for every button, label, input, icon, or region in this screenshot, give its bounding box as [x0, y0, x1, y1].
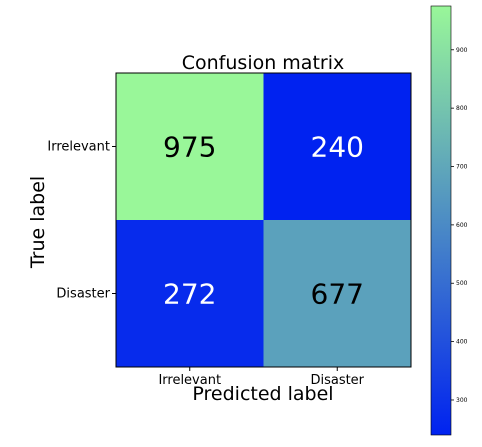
colorbar-ticks: 300 400 500 600 700 800 900 — [451, 47, 468, 404]
x-tick-label: Disaster — [310, 373, 364, 388]
cell-value-label: 272 — [163, 278, 216, 311]
colorbar-tick-label: 700 — [456, 164, 468, 171]
x-tick-labels: Irrelevant Disaster — [158, 367, 365, 388]
y-tick-label: Disaster — [56, 287, 110, 302]
colorbar-tick-label: 500 — [456, 280, 468, 287]
colorbar-tick-label: 900 — [456, 47, 468, 54]
chart-title: Confusion matrix — [182, 52, 344, 74]
heatmap-cell — [116, 73, 264, 220]
colorbar-tick-label: 800 — [456, 105, 468, 112]
colorbar — [430, 5, 452, 436]
y-tick-labels: Irrelevant Disaster — [47, 140, 116, 302]
y-tick-label: Irrelevant — [47, 140, 110, 155]
y-axis-label: True label — [27, 176, 49, 269]
plot-frame — [115, 72, 412, 368]
x-tick-label: Irrelevant — [158, 373, 221, 388]
cell-value-label: 240 — [311, 131, 364, 164]
cell-value-label: 975 — [163, 131, 216, 164]
heatmap-cells: 975 240 272 677 — [116, 73, 411, 367]
colorbar-tick-label: 300 — [456, 397, 468, 404]
cell-value-label: 677 — [311, 278, 364, 311]
colorbar-tick-label: 600 — [456, 222, 468, 229]
heatmap-cell — [263, 220, 411, 367]
heatmap-cell — [263, 73, 411, 220]
colorbar-tick-label: 400 — [456, 339, 468, 346]
heatmap-cell — [116, 220, 264, 367]
x-axis-label: Predicted label — [192, 383, 333, 405]
